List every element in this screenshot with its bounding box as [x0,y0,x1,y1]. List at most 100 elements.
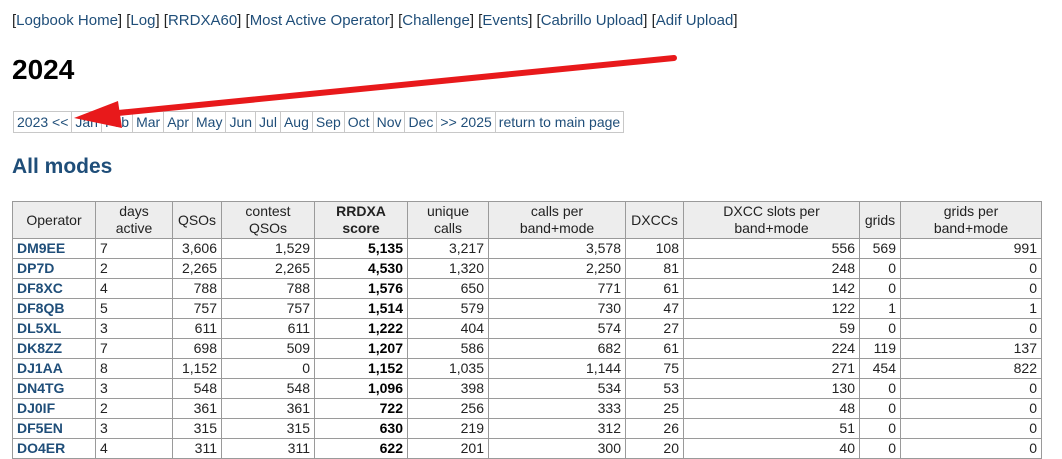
column-header-dxccs[interactable]: DXCCs [625,201,684,239]
table-row: DL5XL 3 611 611 1,222 404 574 27 59 0 0 [12,318,1042,339]
operator-cell: DK8ZZ [12,338,96,359]
operator-link[interactable]: DF8QB [17,300,65,316]
unique-calls-cell: 1,320 [407,258,489,279]
nav-most-active-operator-link[interactable]: Most Active Operator [249,12,390,29]
month-link-jan[interactable]: Jan [75,114,98,130]
nav-rrdxa60-link[interactable]: RRDXA60 [167,12,238,29]
calls-per-band-mode-cell: 534 [488,378,626,399]
operator-link[interactable]: DJ0IF [17,400,56,416]
table-row: DJ1AA 8 1,152 0 1,152 1,035 1,144 75 271… [12,358,1042,379]
month-link-mar[interactable]: Mar [136,114,161,130]
operator-scores-table: Operator days active QSOs contest QSOs RRD… [12,201,1042,459]
contest-qsos-cell: 788 [221,278,315,299]
grids-per-band-mode-cell: 0 [900,278,1042,299]
month-link-nov[interactable]: Nov [376,114,402,130]
grids-per-band-mode-cell: 0 [900,378,1042,399]
prev-year-link[interactable]: 2023 << [17,114,69,130]
dxcc-slots-cell: 556 [683,238,860,259]
operator-link[interactable]: DK8ZZ [17,340,63,356]
grids-per-band-mode-cell: 991 [900,238,1042,259]
table-row: DF5EN 3 315 315 630 219 312 26 51 0 0 [12,418,1042,439]
dxcc-slots-cell: 142 [683,278,860,299]
calls-per-band-mode-cell: 312 [488,418,626,439]
calls-per-band-mode-cell: 730 [488,298,626,319]
unique-calls-cell: 201 [407,438,489,459]
column-header-grids[interactable]: grids [859,201,901,239]
main-page-cell: return to main page [494,111,625,133]
nav-adif-upload-link[interactable]: Adif Upload [655,12,734,29]
month-link-jul[interactable]: Jul [259,114,277,130]
dxcc-slots-cell: 224 [683,338,860,359]
rrdxa-score-cell: 1,576 [314,278,408,299]
month-cell: Oct [343,111,374,133]
column-header-contest-qsos[interactable]: contest QSOs [221,201,315,239]
contest-qsos-cell: 757 [221,298,315,319]
month-cell: Aug [279,111,313,133]
dxccs-cell: 26 [625,418,684,439]
month-cell: Feb [100,111,134,133]
month-cell: Apr [163,111,194,133]
column-header-unique-calls[interactable]: unique calls [407,201,489,239]
grids-cell: 0 [859,438,901,459]
operator-link[interactable]: DF5EN [17,420,63,436]
nav-logbook-home-link[interactable]: Logbook Home [16,12,118,29]
operator-cell: DN4TG [12,378,96,399]
month-link-aug[interactable]: Aug [283,114,309,130]
operator-link[interactable]: DM9EE [17,240,66,256]
nav-challenge-link[interactable]: Challenge [402,12,470,29]
column-header-days-active[interactable]: days active [95,201,173,239]
unique-calls-cell: 404 [407,318,489,339]
calls-per-band-mode-cell: 574 [488,318,626,339]
contest-qsos-cell: 2,265 [221,258,315,279]
column-header-rrdxa-score[interactable]: RRDXA score [314,201,408,239]
next-year-link[interactable]: >> 2025 [440,114,492,130]
dxcc-slots-cell: 130 [683,378,860,399]
rrdxa-score-cell: 1,207 [314,338,408,359]
days-active-cell: 4 [95,438,173,459]
rrdxa-score-cell: 5,135 [314,238,408,259]
column-header-operator[interactable]: Operator [12,201,96,239]
contest-qsos-cell: 509 [221,338,315,359]
month-link-may[interactable]: May [196,114,223,130]
month-link-apr[interactable]: Apr [167,114,190,130]
unique-calls-cell: 256 [407,398,489,419]
grids-cell: 1 [859,298,901,319]
dxcc-slots-cell: 40 [683,438,860,459]
qsos-cell: 611 [172,318,222,339]
grids-per-band-mode-cell: 1 [900,298,1042,319]
nav-cabrillo-upload-link[interactable]: Cabrillo Upload [540,12,644,29]
operator-link[interactable]: DL5XL [17,320,62,336]
grids-per-band-mode-cell: 0 [900,438,1042,459]
table-row: DF8QB 5 757 757 1,514 579 730 47 122 1 1 [12,298,1042,319]
month-link-jun[interactable]: Jun [229,114,253,130]
operator-link[interactable]: DP7D [17,260,55,276]
month-link-oct[interactable]: Oct [347,114,370,130]
table-row: DP7D 2 2,265 2,265 4,530 1,320 2,250 81 … [12,258,1042,279]
return-to-main-page-link[interactable]: return to main page [498,114,621,130]
unique-calls-cell: 3,217 [407,238,489,259]
column-header-calls-per-band-mode[interactable]: calls per band+mode [488,201,626,239]
operator-link[interactable]: DJ1AA [17,360,63,376]
grids-per-band-mode-cell: 0 [900,258,1042,279]
column-header-dxcc-slots[interactable]: DXCC slots per band+mode [683,201,860,239]
column-header-grids-per-band-mode[interactable]: grids per band+mode [900,201,1042,239]
operator-link[interactable]: DN4TG [17,380,65,396]
month-link-dec[interactable]: Dec [408,114,434,130]
grids-cell: 119 [859,338,901,359]
dxccs-cell: 61 [625,338,684,359]
calls-per-band-mode-cell: 1,144 [488,358,626,379]
column-header-qsos[interactable]: QSOs [172,201,222,239]
qsos-cell: 2,265 [172,258,222,279]
next-year-cell: >> 2025 [436,111,496,133]
operator-link[interactable]: DO4ER [17,440,66,456]
operator-link[interactable]: DF8XC [17,280,63,296]
dxccs-cell: 20 [625,438,684,459]
grids-cell: 0 [859,258,901,279]
nav-log-link[interactable]: Log [130,12,156,29]
unique-calls-cell: 579 [407,298,489,319]
month-link-sep[interactable]: Sep [315,114,341,130]
month-cell: Nov [372,111,406,133]
month-link-feb[interactable]: Feb [104,114,130,130]
nav-events-link[interactable]: Events [482,12,529,29]
operator-cell: DM9EE [12,238,96,259]
